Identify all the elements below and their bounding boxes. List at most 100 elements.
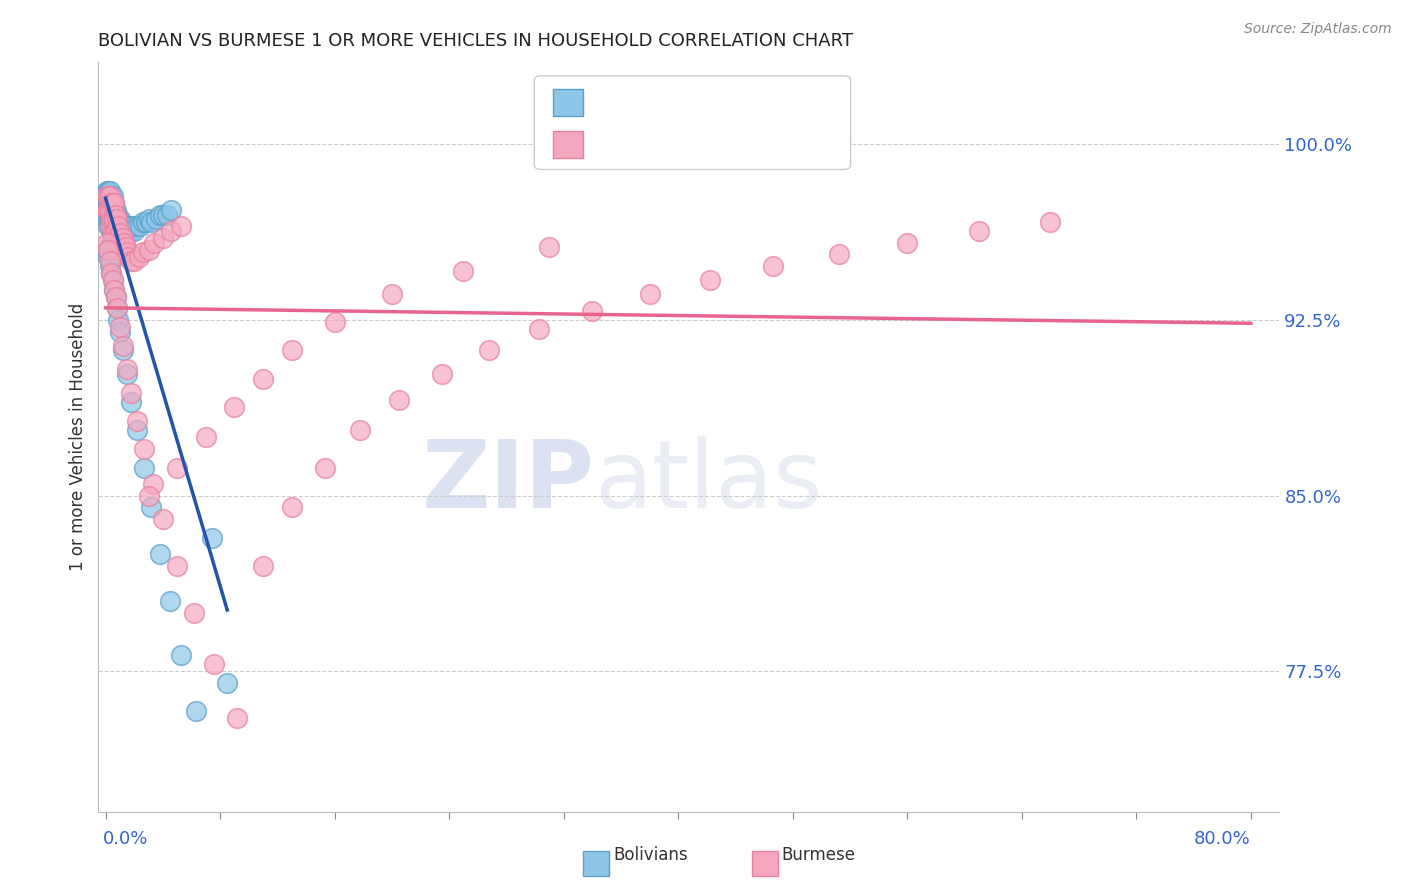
Point [97, 202, 120, 217]
Point [430, 367, 453, 381]
Point [108, 243, 131, 257]
Point [111, 231, 134, 245]
Point [115, 367, 138, 381]
Point [114, 240, 136, 254]
Point [103, 208, 125, 222]
Point [104, 202, 127, 217]
Point [96, 184, 118, 198]
Point [111, 343, 134, 358]
Point [98, 202, 121, 217]
Point [762, 259, 785, 273]
Point [170, 648, 193, 662]
Point [101, 224, 124, 238]
Point [138, 212, 160, 227]
Point [104, 224, 127, 238]
Point [156, 208, 179, 222]
Point [323, 315, 346, 329]
Point [100, 266, 122, 280]
Text: ZIP: ZIP [422, 436, 595, 528]
Point [101, 219, 124, 234]
Point [105, 208, 128, 222]
Point [184, 704, 207, 718]
Point [529, 322, 551, 336]
Point [160, 224, 183, 238]
Point [135, 214, 157, 228]
Point [967, 224, 990, 238]
Point [103, 231, 125, 245]
Point [111, 235, 134, 250]
Point [142, 476, 165, 491]
Point [101, 227, 124, 241]
Point [581, 303, 603, 318]
Point [101, 202, 124, 217]
Point [134, 442, 156, 456]
Point [97, 243, 120, 257]
Point [314, 460, 336, 475]
Text: 80.0%: 80.0% [1194, 830, 1251, 848]
Point [166, 558, 188, 573]
Point [125, 423, 148, 437]
Point [98, 254, 121, 268]
Point [98, 208, 121, 222]
Text: Source: ZipAtlas.com: Source: ZipAtlas.com [1244, 22, 1392, 37]
Point [152, 231, 174, 245]
Point [896, 235, 918, 250]
Point [100, 266, 122, 280]
Point [138, 489, 160, 503]
Point [97, 250, 120, 264]
Point [100, 235, 122, 250]
Text: 0.0%: 0.0% [103, 830, 148, 848]
Point [121, 219, 143, 234]
Point [202, 657, 225, 672]
Point [97, 219, 120, 234]
Point [145, 212, 167, 227]
Point [149, 547, 172, 561]
Point [226, 711, 249, 725]
Point [96, 202, 118, 217]
Point [101, 189, 124, 203]
Point [141, 500, 163, 515]
Point [108, 212, 131, 227]
Point [107, 219, 129, 234]
Point [100, 224, 122, 238]
Point [103, 219, 125, 234]
Point [141, 214, 163, 228]
Point [183, 606, 205, 620]
Point [97, 195, 120, 210]
Point [104, 289, 127, 303]
Point [100, 195, 122, 210]
Point [160, 202, 183, 217]
Point [125, 219, 148, 234]
Point [224, 400, 246, 414]
Point [125, 414, 148, 428]
Point [96, 189, 118, 203]
Point [111, 247, 134, 261]
Point [129, 219, 152, 234]
Point [104, 224, 127, 238]
Point [120, 254, 142, 268]
Point [104, 235, 127, 250]
Point [134, 460, 156, 475]
Point [98, 184, 121, 198]
Point [108, 227, 131, 241]
Point [96, 208, 118, 222]
Point [120, 385, 142, 400]
Point [117, 250, 139, 264]
Point [101, 273, 124, 287]
Point [100, 212, 122, 227]
Point [107, 235, 129, 250]
Point [105, 301, 128, 316]
Point [1039, 214, 1062, 228]
Point [100, 189, 122, 203]
Point [98, 259, 121, 273]
Point [138, 243, 160, 257]
Point [252, 371, 274, 385]
Point [115, 362, 138, 376]
Point [107, 235, 129, 250]
Point [194, 430, 217, 444]
Point [104, 289, 127, 303]
Point [105, 219, 128, 234]
Text: Bolivians: Bolivians [613, 846, 688, 863]
Point [122, 254, 145, 268]
Point [103, 283, 125, 297]
